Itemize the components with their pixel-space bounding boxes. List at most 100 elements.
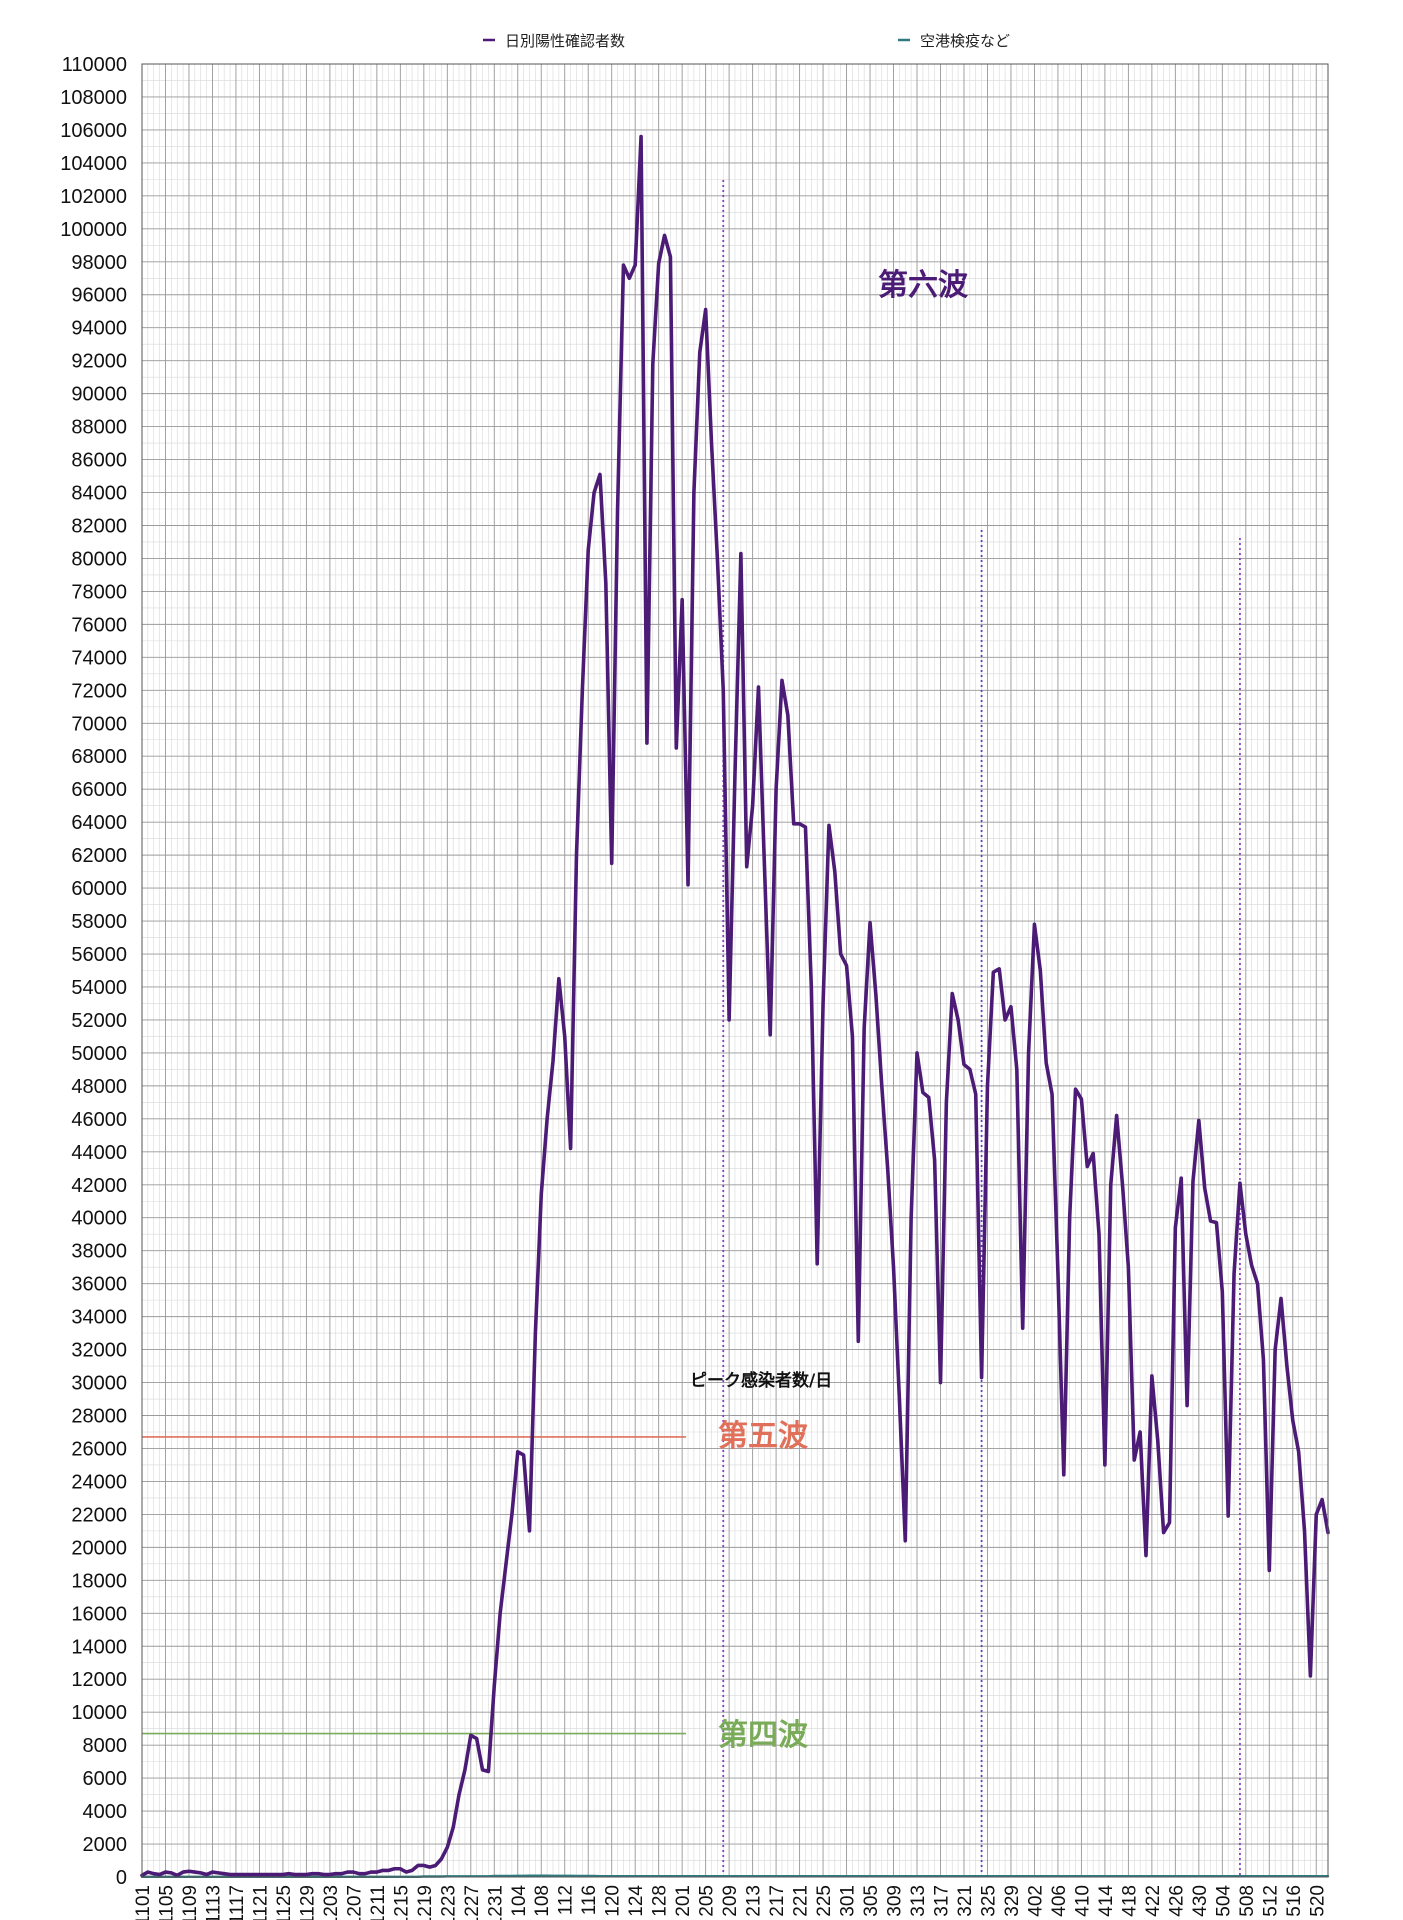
y-tick-label: 56000 [71, 944, 127, 966]
y-tick-label: 28000 [71, 1406, 127, 1428]
y-tick-label: 18000 [71, 1570, 127, 1592]
x-tick-label: 217 [767, 1885, 788, 1917]
annotation-wave5: 第五波 [718, 1419, 809, 1454]
y-tick-label: 42000 [71, 1175, 127, 1197]
x-tick-label: 301 [838, 1885, 859, 1917]
x-tick-label: 1129 [297, 1885, 318, 1920]
y-tick-label: 48000 [71, 1076, 127, 1098]
x-tick-label: 325 [978, 1885, 999, 1917]
x-tick-label: 128 [650, 1885, 671, 1917]
x-tick-label: 317 [931, 1885, 952, 1917]
y-tick-label: 12000 [71, 1669, 127, 1691]
y-tick-label: 8000 [83, 1735, 128, 1757]
x-tick-label: 1231 [485, 1885, 506, 1920]
y-tick-label: 64000 [71, 812, 127, 834]
x-tick-label: 516 [1284, 1885, 1305, 1917]
x-tick-label: 402 [1025, 1885, 1046, 1917]
x-tick-label: 116 [579, 1885, 600, 1915]
y-tick-label: 106000 [60, 120, 127, 142]
y-tick-label: 90000 [71, 384, 127, 406]
x-tick-label: 1227 [462, 1885, 483, 1920]
y-tick-label: 34000 [71, 1307, 127, 1329]
x-tick-label: 406 [1049, 1885, 1070, 1917]
x-tick-label: 225 [814, 1885, 835, 1917]
y-tick-label: 54000 [71, 977, 127, 999]
y-tick-label: 46000 [71, 1109, 127, 1131]
y-tick-label: 88000 [71, 417, 127, 439]
x-tick-label: 508 [1237, 1885, 1258, 1917]
x-tick-label: 1121 [250, 1885, 271, 1920]
x-tick-label: 104 [509, 1885, 530, 1917]
x-tick-label: 418 [1119, 1885, 1140, 1917]
y-tick-label: 74000 [71, 647, 127, 669]
y-tick-label: 82000 [71, 515, 127, 537]
plot-frame [141, 63, 1329, 1878]
x-tick-label: 520 [1307, 1885, 1328, 1917]
annotation-peak-note: ピーク感染者数/日 [690, 1370, 832, 1391]
y-tick-label: 86000 [71, 450, 127, 472]
y-tick-label: 2000 [83, 1834, 128, 1856]
y-tick-label: 96000 [71, 285, 127, 307]
y-tick-label: 94000 [71, 318, 127, 340]
legend-label-cases: 日別陽性確認者数 [505, 32, 625, 50]
x-tick-label: 512 [1260, 1885, 1281, 1917]
y-tick-label: 58000 [71, 911, 127, 933]
y-tick-label: 38000 [71, 1241, 127, 1263]
y-tick-label: 44000 [71, 1142, 127, 1164]
y-tick-label: 60000 [71, 878, 127, 900]
y-tick-label: 102000 [60, 186, 127, 208]
x-tick-label: 209 [720, 1885, 741, 1917]
y-tick-label: 76000 [71, 614, 127, 636]
major-gridlines [141, 63, 1328, 1878]
series-line-cases [140, 134, 1330, 1878]
y-tick-label: 104000 [60, 153, 127, 175]
y-tick-label: 20000 [71, 1537, 127, 1559]
y-tick-label: 0 [116, 1867, 127, 1889]
x-tick-label: 1219 [415, 1885, 436, 1920]
y-tick-label: 6000 [83, 1768, 128, 1790]
x-tick-label: 1105 [156, 1885, 177, 1920]
x-tick-label: 504 [1213, 1885, 1234, 1917]
y-tick-label: 98000 [71, 252, 127, 274]
reference-lines [142, 1436, 686, 1735]
x-tick-label: 430 [1190, 1885, 1211, 1917]
y-tick-label: 52000 [71, 1010, 127, 1032]
x-tick-label: 108 [532, 1885, 553, 1917]
x-tick-label: 1207 [344, 1885, 365, 1920]
x-tick-label: 1211 [368, 1885, 389, 1920]
x-tick-label: 124 [626, 1885, 647, 1917]
y-axis-ticks: 0 2000 4000 6000 8000 10000 12000 14000 16000 180… [60, 54, 127, 1889]
y-tick-label: 72000 [71, 680, 127, 702]
x-tick-label: 329 [1002, 1885, 1023, 1917]
y-tick-label: 14000 [71, 1636, 127, 1658]
x-tick-label: 221 [791, 1885, 812, 1917]
x-tick-label: 1117 [227, 1885, 248, 1920]
legend-label-airport: 空港検疫など [920, 32, 1010, 50]
y-tick-label: 84000 [71, 483, 127, 505]
x-tick-label: 213 [744, 1885, 765, 1917]
y-tick-label: 100000 [60, 219, 127, 241]
y-tick-label: 68000 [71, 746, 127, 768]
y-tick-label: 92000 [71, 351, 127, 373]
x-tick-label: 1109 [180, 1885, 201, 1920]
annotation-wave6: 第六波 [878, 268, 969, 303]
y-tick-label: 26000 [71, 1438, 127, 1460]
x-tick-label: 201 [673, 1885, 694, 1917]
x-tick-label: 313 [908, 1885, 929, 1917]
x-tick-label: 112 [556, 1885, 577, 1915]
annotation-wave4: 第四波 [718, 1718, 809, 1753]
y-tick-label: 10000 [71, 1702, 127, 1724]
x-axis-ticks: 1101 1105 1109 1113 1117 1121 1125 1129 1203 1207… [133, 1885, 1328, 1920]
y-tick-label: 36000 [71, 1274, 127, 1296]
x-tick-label: 309 [885, 1885, 906, 1917]
y-tick-label: 40000 [71, 1208, 127, 1230]
x-tick-label: 410 [1072, 1885, 1093, 1917]
y-tick-label: 80000 [71, 548, 127, 570]
x-tick-label: 120 [603, 1885, 624, 1917]
y-tick-label: 32000 [71, 1340, 127, 1362]
minor-gridlines [141, 63, 1329, 1878]
y-tick-label: 78000 [71, 581, 127, 603]
x-tick-label: 1215 [391, 1885, 412, 1920]
x-tick-label: 1101 [133, 1885, 154, 1920]
